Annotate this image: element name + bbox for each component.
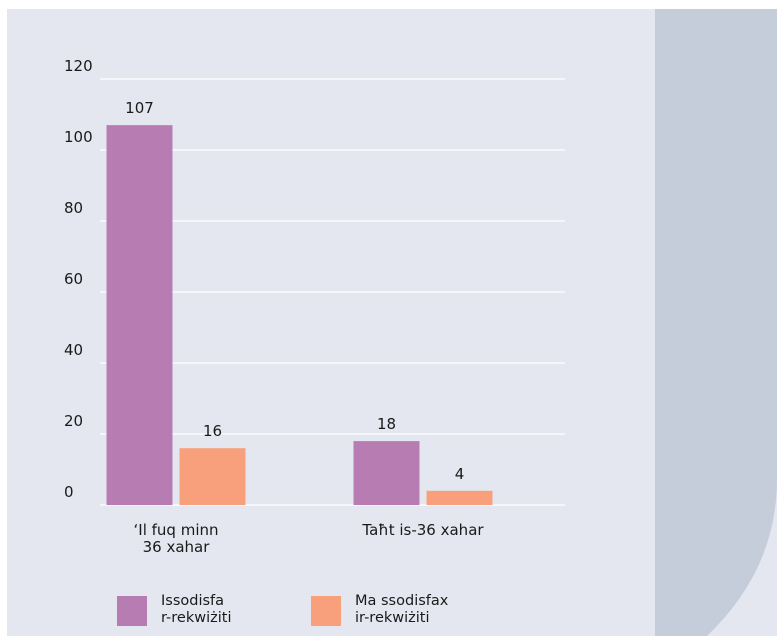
- x-category-label: ‘Il fuq minn 36 xahar: [134, 521, 219, 556]
- y-tick-label: 120: [64, 57, 93, 75]
- y-tick-label: 60: [64, 270, 83, 288]
- bar: [179, 448, 246, 505]
- legend-swatch: [117, 596, 147, 626]
- bar: [426, 490, 493, 505]
- data-label: 16: [203, 422, 222, 440]
- data-label: 4: [455, 465, 465, 483]
- chart-panel: 0 20 40 60 80 100 120 107 16 ‘Il fuq minn 36 xahar…: [7, 9, 777, 636]
- legend-label: Issodisfa r-rekwiżiti: [161, 593, 232, 626]
- x-category-label: Taħt is-36 xahar: [361, 521, 484, 539]
- y-tick-label: 100: [64, 128, 93, 146]
- y-tick-label: 80: [64, 199, 83, 217]
- chart-legend: Issodisfa r-rekwiżiti Ma ssodisfax ir-rek…: [117, 593, 537, 639]
- legend-item: Ma ssodisfax ir-rekwiżiti: [311, 593, 448, 627]
- legend-label: Ma ssodisfax ir-rekwiżiti: [355, 593, 449, 626]
- data-label: 18: [377, 415, 396, 433]
- legend-item: Issodisfa r-rekwiżiti: [117, 593, 231, 627]
- data-label: 107: [125, 99, 154, 117]
- y-tick-label: 20: [64, 412, 83, 430]
- bar: [353, 441, 420, 505]
- y-tick-label: 0: [64, 483, 74, 501]
- side-panel-shape: [655, 9, 777, 636]
- bar-chart: 0 20 40 60 80 100 120 107 16 ‘Il fuq minn 36 xahar…: [64, 9, 777, 636]
- y-tick-label: 40: [64, 341, 83, 359]
- bar: [106, 125, 173, 506]
- legend-swatch: [311, 596, 341, 626]
